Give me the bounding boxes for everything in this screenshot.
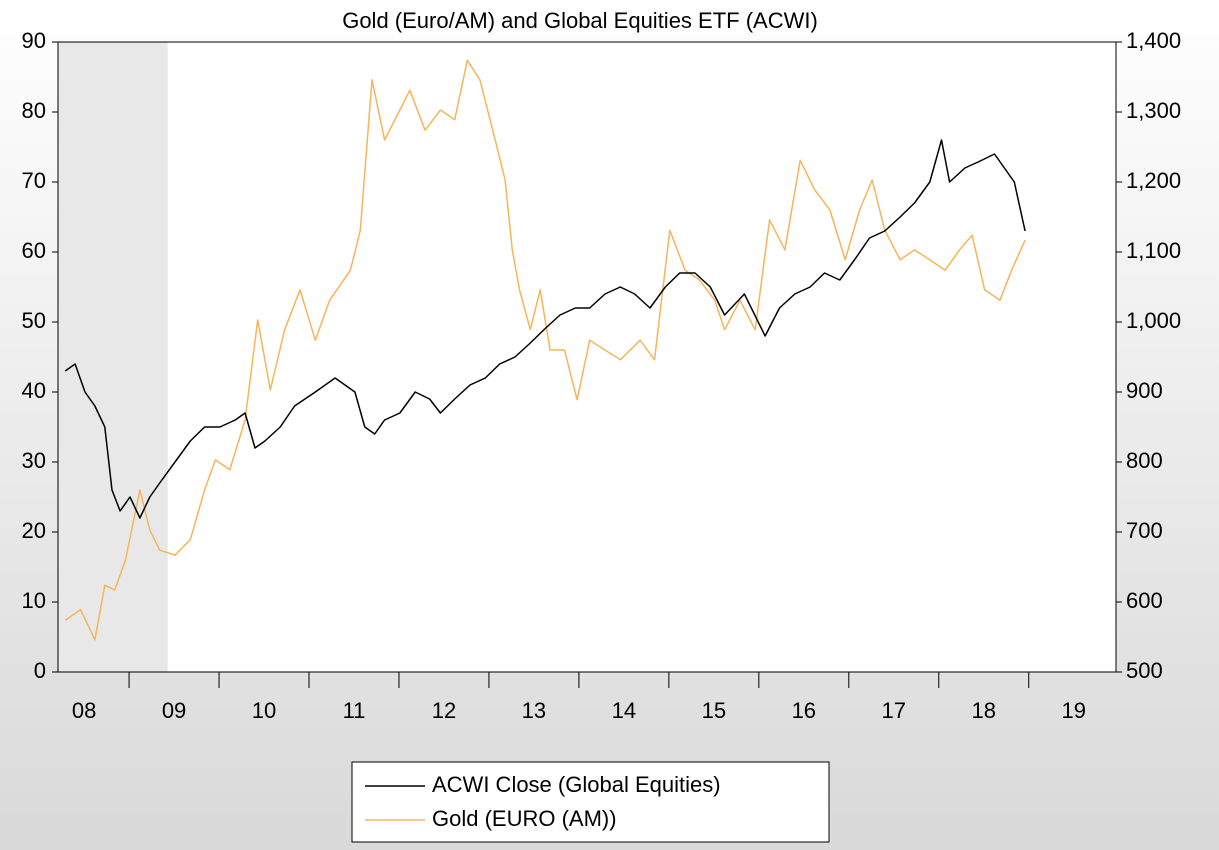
marks [58, 42, 1026, 672]
y-tick-label: 0 [34, 658, 46, 683]
legend-label: Gold (EURO (AM)) [432, 806, 617, 831]
y2-tick-label: 1,300 [1126, 98, 1181, 123]
y-tick-label: 10 [22, 588, 46, 613]
x-tick-label: 09 [162, 698, 186, 723]
x-tick-label: 16 [792, 698, 816, 723]
y2-tick-label: 600 [1126, 588, 1163, 613]
legend-label: ACWI Close (Global Equities) [432, 772, 721, 797]
y-tick-label: 70 [22, 168, 46, 193]
y-tick-label: 60 [22, 238, 46, 263]
x-tick-label: 14 [612, 698, 636, 723]
shaded-period [58, 42, 168, 672]
y-tick-label: 50 [22, 308, 46, 333]
x-tick-label: 12 [432, 698, 456, 723]
y-tick-label: 30 [22, 448, 46, 473]
plot-area [58, 42, 1116, 672]
series-line [64, 59, 1026, 641]
y2-tick-label: 1,000 [1126, 308, 1181, 333]
y2-tick-label: 1,200 [1126, 168, 1181, 193]
legend-box [351, 761, 830, 843]
y2-tick-label: 500 [1126, 658, 1163, 683]
y-tick-label: 20 [22, 518, 46, 543]
plot-frame [57, 41, 1117, 673]
x-tick-label: 13 [522, 698, 546, 723]
y2-tick-label: 700 [1126, 518, 1163, 543]
series-line [64, 139, 1026, 519]
y2-tick-label: 1,400 [1126, 28, 1181, 53]
chart-title: Gold (Euro/AM) and Global Equities ETF (… [342, 8, 818, 33]
x-tick-label: 11 [343, 698, 366, 723]
y2-tick-label: 800 [1126, 448, 1163, 473]
x-tick-label: 18 [972, 698, 996, 723]
y-tick-label: 40 [22, 378, 46, 403]
y2-tick-label: 1,100 [1126, 238, 1181, 263]
y-tick-label: 90 [22, 28, 46, 53]
x-tick-label: 10 [252, 698, 276, 723]
x-tick-label: 15 [702, 698, 726, 723]
y2-tick-label: 900 [1126, 378, 1163, 403]
x-tick-label: 08 [72, 698, 96, 723]
x-tick-label: 17 [882, 698, 906, 723]
x-tick-label: 19 [1061, 698, 1085, 723]
y-tick-label: 80 [22, 98, 46, 123]
